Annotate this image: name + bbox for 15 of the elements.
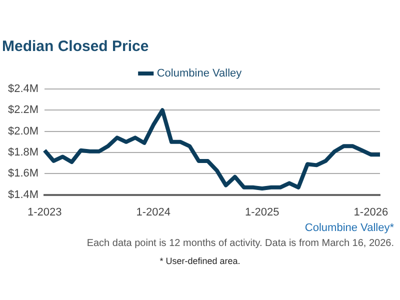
x-tick-label: 1-2026 [354, 206, 388, 218]
x-tick-label: 1-2025 [245, 206, 280, 218]
text: * User-defined area. [158, 256, 242, 266]
y-tick-label: $1.8M [8, 146, 39, 159]
y-tick-label: $2.4M [8, 83, 39, 96]
legend-label: Columbine Valley [156, 68, 242, 80]
x-tick-label: 1-2024 [136, 206, 170, 218]
y-tick-label: $1.4M [8, 188, 39, 201]
y-tick-label: $1.6M [8, 168, 39, 180]
y-tick-label: $2.0M [8, 125, 39, 138]
y-tick-label: $2.2M [8, 104, 39, 116]
text: Each data point is 12 months of activity. Data is from March 16, 2026. [86, 238, 394, 249]
chart-title: Median Closed Price [2, 38, 149, 56]
x-tick-label: 1-2023 [27, 206, 62, 218]
text: Columbine Valley* [304, 222, 394, 234]
